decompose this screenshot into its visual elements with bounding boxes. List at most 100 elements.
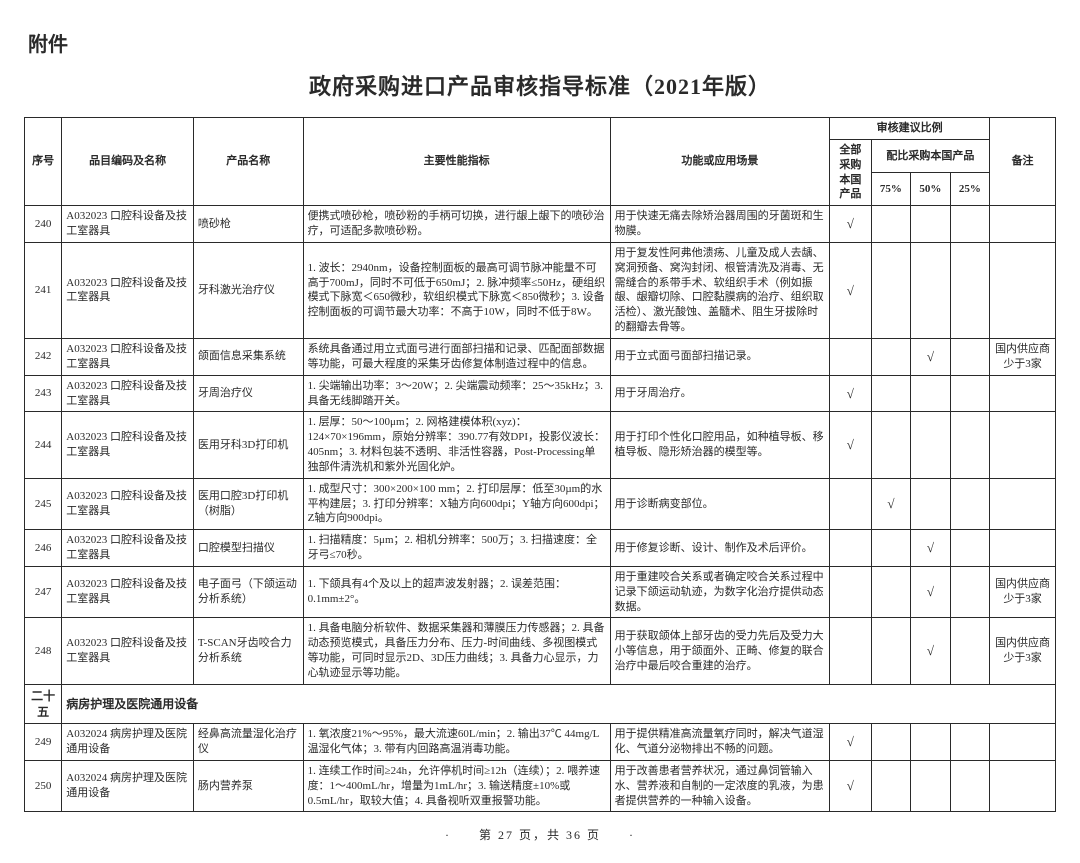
table-header: 序号 品目编码及名称 产品名称 主要性能指标 功能或应用场景 审核建议比例 备注… (25, 118, 1056, 206)
table-row: 241A032023 口腔科设备及技工室器具牙科激光治疗仪1. 波长：2940n… (25, 242, 1056, 338)
cell-seq: 240 (25, 206, 62, 243)
table-row: 二十五病房护理及医院通用设备 (25, 684, 1056, 723)
cell-seq: 241 (25, 242, 62, 338)
cell-25 (950, 375, 989, 412)
cell-full: √ (830, 724, 872, 761)
cell-note: 国内供应商少于3家 (990, 338, 1056, 375)
cell-code: A032023 口腔科设备及技工室器具 (62, 375, 194, 412)
cell-75 (871, 760, 910, 812)
col-full: 全部采购本国产品 (830, 139, 872, 205)
cell-full (830, 478, 872, 530)
cell-full: √ (830, 206, 872, 243)
col-note: 备注 (990, 118, 1056, 206)
cell-spec: 系统具备通过用立式面弓进行面部扫描和记录、匹配面部数据等功能，可最大程度的采集牙… (303, 338, 610, 375)
cell-50: √ (911, 618, 950, 684)
cell-code: A032023 口腔科设备及技工室器具 (62, 412, 194, 478)
cell-code: A032023 口腔科设备及技工室器具 (62, 566, 194, 618)
table-row: 247A032023 口腔科设备及技工室器具电子面弓（下颌运动分析系统）1. 下… (25, 566, 1056, 618)
cell-seq: 245 (25, 478, 62, 530)
cell-name: 喷砂枪 (193, 206, 303, 243)
cell-50 (911, 242, 950, 338)
cell-25 (950, 530, 989, 567)
cell-func: 用于改善患者营养状况，通过鼻饲管输入水、营养液和自制的一定浓度的乳液，为患者提供… (610, 760, 829, 812)
cell-full (830, 618, 872, 684)
cell-25 (950, 478, 989, 530)
table-row: 244A032023 口腔科设备及技工室器具医用牙科3D打印机1. 层厚：50～… (25, 412, 1056, 478)
cell-seq: 250 (25, 760, 62, 812)
col-name: 产品名称 (193, 118, 303, 206)
cell-spec: 1. 波长：2940nm，设备控制面板的最高可调节脉冲能量不可高于700mJ，同… (303, 242, 610, 338)
cell-spec: 便携式喷砂枪，喷砂粉的手柄可切换，进行龈上龈下的喷砂治疗，可适配多款喷砂粉。 (303, 206, 610, 243)
cell-func: 用于快速无痛去除矫治器周围的牙菌斑和生物膜。 (610, 206, 829, 243)
cell-note (990, 724, 1056, 761)
table-row: 246A032023 口腔科设备及技工室器具口腔模型扫描仪1. 扫描精度：5μm… (25, 530, 1056, 567)
cell-name: 颌面信息采集系统 (193, 338, 303, 375)
col-code: 品目编码及名称 (62, 118, 194, 206)
cell-75 (871, 618, 910, 684)
cell-75 (871, 412, 910, 478)
cell-25 (950, 242, 989, 338)
cell-75 (871, 566, 910, 618)
cell-50 (911, 206, 950, 243)
cell-code: A032023 口腔科设备及技工室器具 (62, 530, 194, 567)
cell-50 (911, 478, 950, 530)
cell-spec: 1. 层厚：50～100μm；2. 网格建模体积(xyz)：124×70×196… (303, 412, 610, 478)
cell-spec: 1. 尖端输出功率：3～20W；2. 尖端震动频率：25～35kHz；3. 具备… (303, 375, 610, 412)
col-ratio-group: 审核建议比例 (830, 118, 990, 140)
cell-name: 医用口腔3D打印机（树脂） (193, 478, 303, 530)
cell-name: 牙科激光治疗仪 (193, 242, 303, 338)
table-row: 242A032023 口腔科设备及技工室器具颌面信息采集系统系统具备通过用立式面… (25, 338, 1056, 375)
cell-section-title: 病房护理及医院通用设备 (62, 684, 1056, 723)
cell-code: A032023 口腔科设备及技工室器具 (62, 338, 194, 375)
cell-75 (871, 242, 910, 338)
cell-25 (950, 338, 989, 375)
cell-spec: 1. 连续工作时间≥24h，允许停机时间≥12h（连续）；2. 喂养速度：1～4… (303, 760, 610, 812)
col-partial-group: 配比采购本国产品 (871, 139, 989, 172)
cell-code: A032023 口腔科设备及技工室器具 (62, 206, 194, 243)
cell-25 (950, 724, 989, 761)
col-25: 25% (950, 173, 989, 206)
cell-note (990, 478, 1056, 530)
cell-func: 用于获取颌体上部牙齿的受力先后及受力大小等信息，用于颌面外、正畸、修复的联合治疗… (610, 618, 829, 684)
cell-75 (871, 724, 910, 761)
cell-seq: 249 (25, 724, 62, 761)
cell-seq: 二十五 (25, 684, 62, 723)
cell-seq: 246 (25, 530, 62, 567)
cell-75 (871, 375, 910, 412)
cell-50: √ (911, 530, 950, 567)
cell-seq: 247 (25, 566, 62, 618)
cell-spec: 1. 氧浓度21%～95%，最大流速60L/min；2. 输出37℃ 44mg/… (303, 724, 610, 761)
cell-75 (871, 530, 910, 567)
table-row: 248A032023 口腔科设备及技工室器具T-SCAN牙齿咬合力分析系统1. … (25, 618, 1056, 684)
cell-25 (950, 760, 989, 812)
cell-name: 口腔模型扫描仪 (193, 530, 303, 567)
table-row: 243A032023 口腔科设备及技工室器具牙周治疗仪1. 尖端输出功率：3～2… (25, 375, 1056, 412)
cell-spec: 1. 成型尺寸：300×200×100 mm；2. 打印层厚：低至30µm的水平… (303, 478, 610, 530)
cell-75 (871, 338, 910, 375)
cell-func: 用于复发性阿弗他溃疡、儿童及成人去龋、窝洞预备、窝沟封闭、根管清洗及消毒、无需缝… (610, 242, 829, 338)
cell-name: 电子面弓（下颌运动分析系统） (193, 566, 303, 618)
cell-50 (911, 760, 950, 812)
cell-25 (950, 618, 989, 684)
cell-code: A032023 口腔科设备及技工室器具 (62, 242, 194, 338)
cell-full: √ (830, 242, 872, 338)
col-spec: 主要性能指标 (303, 118, 610, 206)
cell-note (990, 760, 1056, 812)
cell-func: 用于牙周治疗。 (610, 375, 829, 412)
cell-name: 牙周治疗仪 (193, 375, 303, 412)
cell-note (990, 242, 1056, 338)
cell-spec: 1. 扫描精度：5μm；2. 相机分辨率：500万；3. 扫描速度：全牙弓≤70… (303, 530, 610, 567)
cell-50: √ (911, 566, 950, 618)
cell-name: 肠内营养泵 (193, 760, 303, 812)
cell-spec: 1. 具备电脑分析软件、数据采集器和薄膜压力传感器；2. 具备动态预览模式，具备… (303, 618, 610, 684)
page-title: 政府采购进口产品审核指导标准（2021年版） (24, 69, 1056, 101)
cell-75: √ (871, 478, 910, 530)
cell-name: T-SCAN牙齿咬合力分析系统 (193, 618, 303, 684)
cell-code: A032023 口腔科设备及技工室器具 (62, 478, 194, 530)
page-footer: · 第 27 页，共 36 页 · (24, 826, 1056, 843)
attachment-label: 附件 (28, 28, 1056, 57)
cell-50 (911, 724, 950, 761)
cell-full (830, 338, 872, 375)
cell-name: 经鼻高流量湿化治疗仪 (193, 724, 303, 761)
cell-code: A032023 口腔科设备及技工室器具 (62, 618, 194, 684)
